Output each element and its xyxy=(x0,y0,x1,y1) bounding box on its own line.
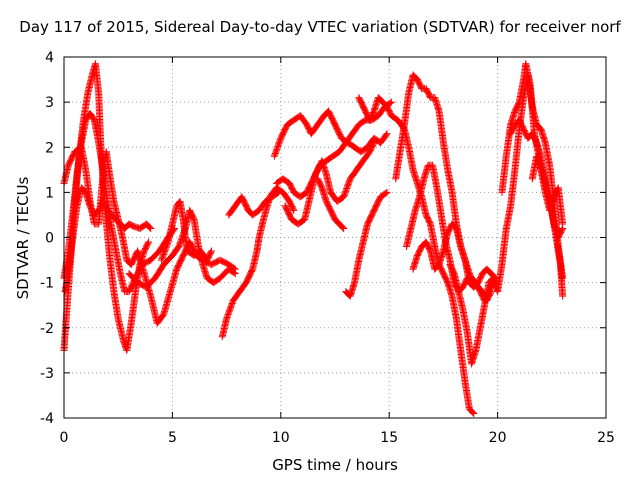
x-tick-label: 5 xyxy=(168,430,177,446)
series-track-9 xyxy=(272,98,395,201)
x-tick-label: 15 xyxy=(380,430,398,446)
x-axis-label: GPS time / hours xyxy=(272,456,398,474)
y-tick-label: 2 xyxy=(45,140,54,156)
data-point xyxy=(145,238,153,246)
series-track-3 xyxy=(60,143,239,327)
x-tick-label: 20 xyxy=(489,430,507,446)
y-tick-label: -1 xyxy=(40,276,54,292)
data-layer xyxy=(60,60,567,417)
series-track-8 xyxy=(225,188,283,219)
y-tick-label: -2 xyxy=(40,321,54,337)
x-tick-label: 0 xyxy=(60,430,69,446)
data-point xyxy=(144,239,152,247)
series-track-13 xyxy=(342,188,391,300)
series-track-2 xyxy=(60,109,179,296)
chart-title: Day 117 of 2015, Sidereal Day-to-day VTE… xyxy=(19,18,621,36)
y-tick-label: 4 xyxy=(45,50,54,66)
y-tick-label: -3 xyxy=(40,366,54,382)
y-tick-label: 1 xyxy=(45,185,54,201)
x-tick-label: 25 xyxy=(597,430,615,446)
grid xyxy=(64,57,606,418)
y-tick-label: 0 xyxy=(45,231,54,247)
series-track-6 xyxy=(158,197,215,264)
x-tick-label: 10 xyxy=(272,430,290,446)
y-tick-label: 3 xyxy=(45,95,54,111)
series-track-18 xyxy=(446,71,567,368)
y-tick-label: -4 xyxy=(40,411,54,427)
